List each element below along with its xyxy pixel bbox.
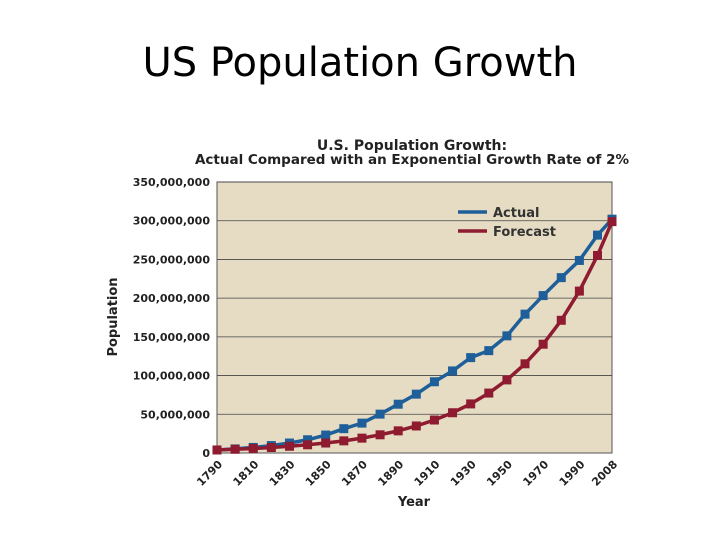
- data-point: [429, 415, 439, 425]
- x-tick-label: 1870: [339, 458, 370, 489]
- data-point: [593, 250, 603, 260]
- y-tick-label: 250,000,000: [133, 253, 211, 266]
- x-tick-label: 1790: [194, 458, 225, 489]
- chart-subtitle: Actual Compared with an Exponential Grow…: [195, 152, 630, 168]
- data-point: [230, 444, 240, 454]
- data-point: [411, 389, 421, 399]
- chart-title: U.S. Population Growth:: [317, 138, 507, 154]
- data-point: [393, 399, 403, 409]
- data-point: [520, 359, 530, 369]
- data-point: [357, 433, 367, 443]
- data-point: [284, 441, 294, 451]
- data-point: [321, 430, 331, 440]
- x-axis-title: Year: [397, 495, 431, 510]
- x-axis-ticks: 1790 1810 1830 1850 1870 1890 1910 1930 1950 1970…: [194, 458, 620, 489]
- x-tick-label: 1970: [520, 458, 551, 489]
- data-point: [556, 315, 566, 325]
- y-axis-ticks: 0 50,000,000 100,000,000 150,000,000 200,000…: [133, 176, 211, 460]
- data-point: [556, 273, 566, 283]
- data-point: [357, 418, 367, 428]
- y-tick-label: 150,000,000: [133, 331, 211, 344]
- legend-label-actual: Actual: [493, 206, 539, 221]
- data-point: [375, 409, 385, 419]
- data-point: [303, 440, 313, 450]
- x-tick-label: 1990: [557, 458, 588, 489]
- data-point: [339, 436, 349, 446]
- data-point: [339, 424, 349, 434]
- data-point: [448, 366, 458, 376]
- data-point: [607, 217, 617, 227]
- data-point: [466, 353, 476, 363]
- data-point: [593, 230, 603, 240]
- y-tick-label: 100,000,000: [133, 370, 211, 383]
- data-point: [520, 309, 530, 319]
- data-point: [303, 435, 313, 445]
- x-tick-label: 1950: [484, 458, 515, 489]
- y-tick-label: 300,000,000: [133, 215, 211, 228]
- data-point: [212, 445, 222, 455]
- x-tick-label: 2008: [589, 458, 620, 489]
- data-point: [538, 291, 548, 301]
- data-point: [248, 444, 258, 454]
- data-point: [429, 377, 439, 387]
- x-tick-label: 1910: [412, 458, 443, 489]
- x-tick-label: 1810: [231, 458, 262, 489]
- data-point: [375, 430, 385, 440]
- data-point: [321, 438, 331, 448]
- y-tick-label: 350,000,000: [133, 176, 211, 189]
- data-point: [266, 443, 276, 453]
- data-point: [484, 388, 494, 398]
- plot-area: [216, 181, 613, 454]
- legend-label-forecast: Forecast: [493, 225, 556, 240]
- data-point: [538, 339, 548, 349]
- data-point: [502, 375, 512, 385]
- y-axis-title: Population: [106, 277, 121, 356]
- legend: Actual Forecast: [458, 206, 556, 240]
- data-point: [411, 421, 421, 431]
- data-point: [502, 331, 512, 341]
- y-tick-label: 200,000,000: [133, 292, 211, 305]
- data-point: [484, 346, 494, 356]
- series-layer: [212, 214, 617, 455]
- x-tick-label: 1930: [448, 458, 479, 489]
- series-forecast: [212, 217, 617, 455]
- data-point: [574, 286, 584, 296]
- data-point: [466, 399, 476, 409]
- data-point: [448, 408, 458, 418]
- y-tick-label: 50,000,000: [140, 408, 210, 421]
- slide-title: US Population Growth: [142, 40, 578, 86]
- x-tick-label: 1850: [303, 458, 334, 489]
- data-point: [393, 426, 403, 436]
- x-tick-label: 1890: [375, 458, 406, 489]
- data-point: [574, 255, 584, 265]
- y-tick-label: 0: [202, 447, 210, 460]
- x-tick-label: 1830: [267, 458, 298, 489]
